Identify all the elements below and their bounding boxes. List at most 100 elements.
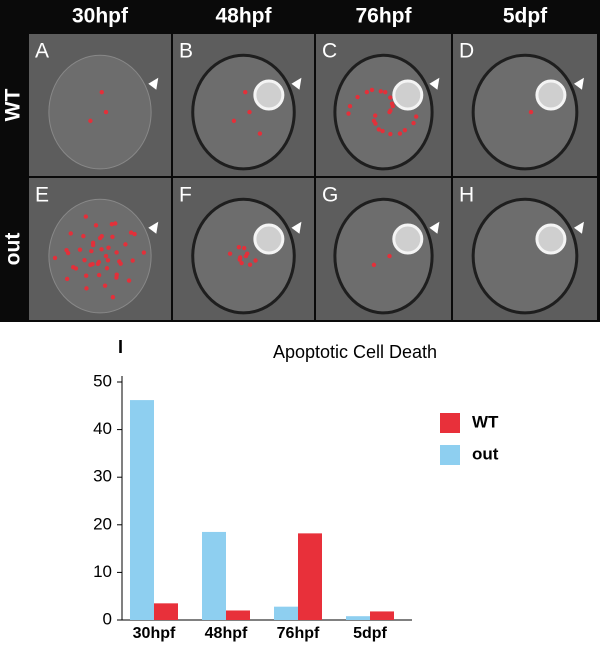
apoptotic-cell: [128, 230, 134, 235]
apoptotic-cell: [126, 278, 132, 283]
apoptotic-cell: [83, 214, 89, 219]
apoptotic-cell: [132, 231, 137, 237]
apoptotic-cell: [64, 276, 70, 282]
apoptotic-cell: [245, 251, 250, 256]
apoptotic-cell: [106, 245, 111, 250]
apoptotic-cell: [104, 266, 110, 271]
legend-swatch: [440, 445, 460, 465]
apoptotic-cell: [347, 103, 353, 109]
apoptotic-cell: [376, 127, 382, 132]
apoptotic-cell: [110, 294, 116, 300]
arrowhead: [148, 77, 159, 90]
x-tick-label: 48hpf: [205, 625, 248, 642]
apoptotic-cell: [236, 245, 242, 250]
panel-letter: G: [322, 184, 338, 207]
apoptotic-cell: [397, 131, 403, 136]
bar: [226, 610, 250, 620]
y-tick-label: 0: [103, 609, 112, 628]
eye-outline: [48, 198, 152, 314]
apoptotic-cell: [378, 89, 384, 94]
eye-outline: [48, 54, 152, 170]
apoptotic-cell: [257, 131, 263, 136]
arrowhead: [291, 77, 302, 90]
apoptotic-cell: [528, 109, 534, 115]
apoptotic-cell: [239, 260, 244, 266]
apoptotic-cell: [380, 128, 385, 134]
column-header: 5dpf: [503, 5, 548, 28]
apoptotic-cell: [81, 233, 86, 239]
apoptotic-cell: [123, 242, 128, 247]
apoptotic-cell: [383, 89, 388, 95]
chart-title: Apoptotic Cell Death: [273, 342, 437, 362]
eye-outline: [191, 53, 296, 171]
apoptotic-cell: [372, 113, 378, 118]
panel-letter: B: [179, 40, 193, 63]
apoptotic-cell: [114, 272, 119, 277]
apoptotic-cell: [414, 114, 419, 119]
apoptotic-cell: [114, 250, 119, 255]
apoptotic-cell: [103, 109, 109, 115]
apoptotic-cell: [243, 89, 248, 95]
apoptotic-cell: [113, 221, 118, 226]
arrowhead: [573, 221, 584, 234]
arrowhead: [291, 221, 302, 234]
x-tick-label: 30hpf: [133, 625, 176, 642]
legend-label: out: [472, 444, 499, 463]
apoptotic-cell: [253, 258, 258, 263]
bar: [346, 616, 370, 620]
apoptotic-cell: [82, 257, 87, 263]
row-header: out: [2, 233, 25, 266]
apoptotic-cell: [237, 255, 243, 260]
arrowhead: [148, 221, 159, 234]
bar: [298, 533, 322, 620]
apoptotic-cell: [227, 251, 233, 256]
arrowhead: [429, 221, 440, 234]
apoptotic-cell: [388, 95, 393, 100]
apoptotic-cell: [90, 242, 96, 248]
apoptotic-cell: [369, 87, 375, 93]
lens: [535, 223, 567, 255]
lens: [392, 223, 424, 255]
apoptotic-cell: [99, 89, 104, 95]
panel-letter: C: [322, 40, 337, 63]
apoptotic-cell: [117, 259, 122, 264]
apoptotic-cell: [387, 253, 392, 259]
apoptotic-cell: [402, 127, 408, 133]
apoptotic-cell: [99, 247, 104, 252]
apoptotic-cell: [371, 262, 377, 268]
apoptotic-cell: [102, 283, 108, 288]
apoptotic-cell: [105, 258, 111, 263]
panel-letter: H: [459, 184, 474, 207]
apoptotic-cell: [247, 109, 252, 115]
apoptotic-cell: [89, 248, 94, 254]
bar: [130, 400, 154, 620]
apoptotic-cell: [242, 245, 247, 251]
eye-outline: [471, 53, 579, 171]
apoptotic-cell: [96, 272, 102, 278]
lens: [253, 79, 285, 111]
apoptotic-cell: [90, 261, 95, 267]
apoptotic-cell: [88, 118, 93, 124]
apoptotic-cell: [130, 258, 135, 263]
eye-outline: [471, 197, 579, 315]
apoptotic-cell: [364, 89, 370, 95]
row-header: WT: [2, 89, 25, 122]
lens: [253, 223, 285, 255]
apoptotic-cell: [97, 235, 103, 241]
lens: [392, 79, 424, 111]
bar: [154, 603, 178, 620]
x-tick-label: 76hpf: [277, 625, 320, 642]
arrowhead: [573, 77, 584, 90]
eye-outline: [333, 197, 434, 315]
apoptotic-cell: [93, 223, 99, 228]
apoptotic-cell: [355, 94, 360, 100]
y-tick-label: 50: [93, 371, 112, 390]
panel-letter: F: [179, 184, 192, 207]
bar: [202, 531, 226, 620]
x-tick-label: 5dpf: [353, 625, 387, 642]
arrowhead: [429, 77, 440, 90]
apoptotic-cell: [247, 262, 253, 267]
apoptotic-cell: [84, 286, 89, 291]
apoptotic-cell: [83, 273, 89, 278]
